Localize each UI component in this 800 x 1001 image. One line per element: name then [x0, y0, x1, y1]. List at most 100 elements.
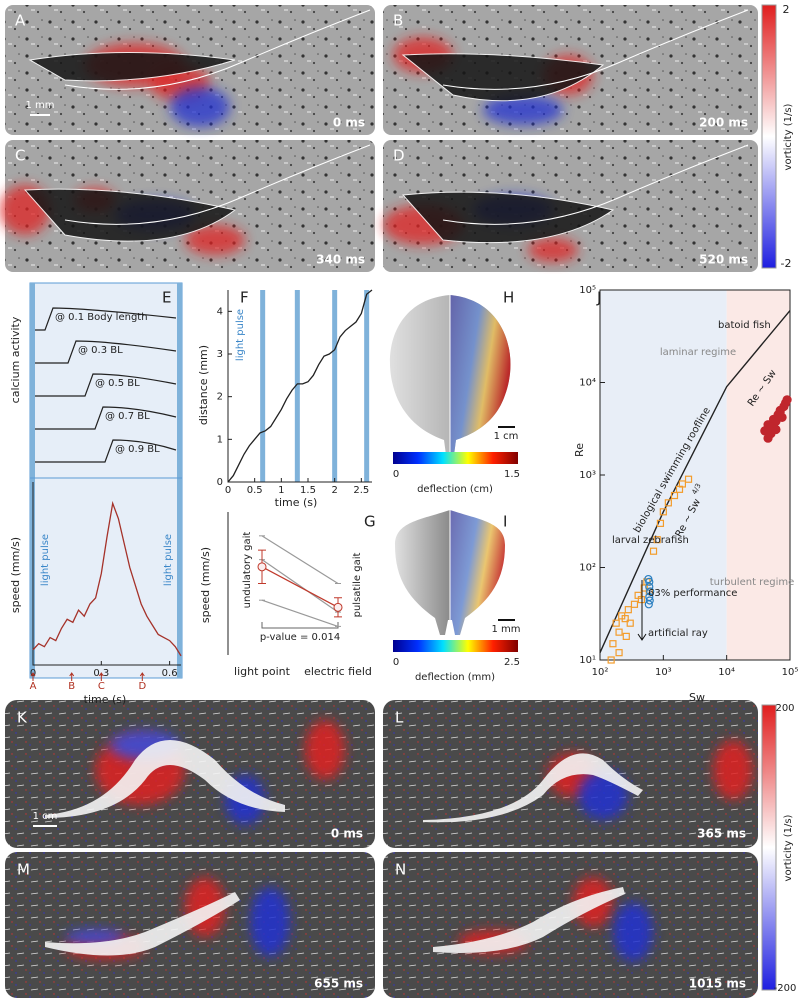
y-axis-label: speed (mm/s): [199, 547, 212, 623]
point: [763, 433, 773, 443]
trace-label: @ 0.1 Body length: [55, 312, 148, 323]
colorbar: [761, 704, 777, 991]
y-axis-label: speed (mm/s): [9, 537, 22, 613]
marker-label: C: [98, 681, 105, 692]
light-pulse: [294, 290, 300, 482]
panel-i-image: [395, 510, 505, 635]
flow-panel: [0, 140, 375, 272]
flow-panel: [383, 852, 758, 998]
panel-label: J: [596, 289, 601, 307]
marker-label: A: [30, 681, 37, 692]
scale-label: 1 mm: [25, 100, 54, 111]
marker-arrow: [98, 672, 104, 681]
point: [645, 577, 654, 586]
point: [645, 596, 654, 605]
panel-label: L: [395, 709, 404, 727]
colorbar-max: 200: [775, 703, 794, 714]
point: [615, 628, 623, 636]
fish-outline: [64, 144, 371, 225]
trace-label: @ 0.7 BL: [105, 411, 150, 422]
calcium-trace: [35, 406, 177, 430]
x-tick-label: 10⁵: [782, 667, 799, 678]
x-tick-label: 1.5: [300, 485, 316, 496]
annotation: pulsatile gait: [352, 553, 363, 618]
panel-label: I: [503, 513, 507, 531]
panel-label: M: [17, 861, 30, 879]
series-line: [261, 566, 339, 608]
fish-outline: [442, 9, 749, 90]
point: [645, 582, 654, 591]
arrow: [637, 580, 647, 641]
point: [607, 656, 615, 664]
deflection-map: [450, 510, 505, 635]
panel-label: B: [393, 12, 403, 30]
annotation: undulatory gait: [242, 532, 253, 609]
series-line: [261, 599, 339, 627]
colorbar-max: 1.5: [504, 469, 520, 480]
calcium-trace: [35, 439, 177, 463]
x-tick-label: 0: [225, 485, 231, 496]
point: [684, 475, 693, 483]
marker-arrow: [30, 672, 36, 681]
annotation: light pulse: [40, 534, 51, 586]
panel-label: N: [395, 861, 406, 879]
calcium-trace: [35, 340, 177, 364]
y-axis-label: Re: [573, 443, 586, 457]
ray-photo: [395, 510, 450, 635]
colorbar-label: deflection (cm): [417, 484, 493, 495]
fin-profile: [45, 740, 285, 818]
x-tick-label: 1: [278, 485, 284, 496]
flow-image: [383, 852, 758, 998]
vorticity-blob: [483, 95, 563, 125]
vorticity-blob: [613, 902, 653, 962]
panel-label: E: [162, 289, 171, 307]
p-value-bracket: [261, 622, 339, 629]
marker-label: B: [68, 681, 75, 692]
colorbar-min: 0: [393, 469, 399, 480]
series-line: [261, 559, 339, 613]
fish-body: [401, 191, 615, 244]
vorticity-blob: [713, 740, 753, 800]
trace-label: @ 0.9 BL: [115, 444, 160, 455]
x-tick-label: 10³: [655, 667, 672, 678]
flow-panel: [5, 852, 375, 998]
time-stamp: 200 ms: [699, 116, 748, 130]
turbulent-region: [726, 290, 790, 660]
time-stamp: 655 ms: [314, 977, 363, 991]
colorbar-label: deflection (mm): [415, 672, 495, 683]
y-tick-label: 10²: [579, 563, 596, 574]
fin-profile: [423, 753, 643, 823]
point: [626, 619, 634, 627]
point: [656, 519, 665, 527]
point: [630, 600, 639, 608]
light-pulse-bar: [30, 283, 35, 678]
mean-point: [257, 562, 267, 572]
y-tick-label: 10⁴: [579, 378, 596, 389]
point: [615, 649, 623, 657]
calcium-trace: [35, 307, 177, 331]
calcium-trace: [35, 373, 177, 397]
colorbar-max: 2.5: [504, 657, 520, 668]
panel-h-image: [389, 295, 511, 455]
y-tick-label: 2: [217, 392, 223, 403]
deflection-map: [450, 295, 511, 455]
fin-profile: [433, 887, 625, 953]
time-stamp: 365 ms: [697, 827, 746, 841]
data-line: [32, 500, 182, 657]
flow-panel: [5, 5, 375, 135]
point: [649, 547, 658, 555]
x-tick-label: 2.5: [353, 485, 369, 496]
time-stamp: 340 ms: [316, 253, 365, 267]
point: [659, 508, 667, 516]
y-tick-label: 3: [217, 349, 223, 360]
data-line: [227, 289, 373, 483]
point: [670, 491, 679, 500]
x-tick-label: 0.6: [162, 668, 178, 679]
light-pulse: [364, 290, 370, 482]
point: [775, 407, 785, 417]
scale-label: 1 cm: [33, 811, 58, 822]
series-label: batoid fish: [718, 320, 771, 331]
time-stamp: 0 ms: [331, 827, 363, 841]
fit-line: [599, 310, 791, 653]
colorbar-label: vorticity (1/s): [783, 103, 794, 170]
